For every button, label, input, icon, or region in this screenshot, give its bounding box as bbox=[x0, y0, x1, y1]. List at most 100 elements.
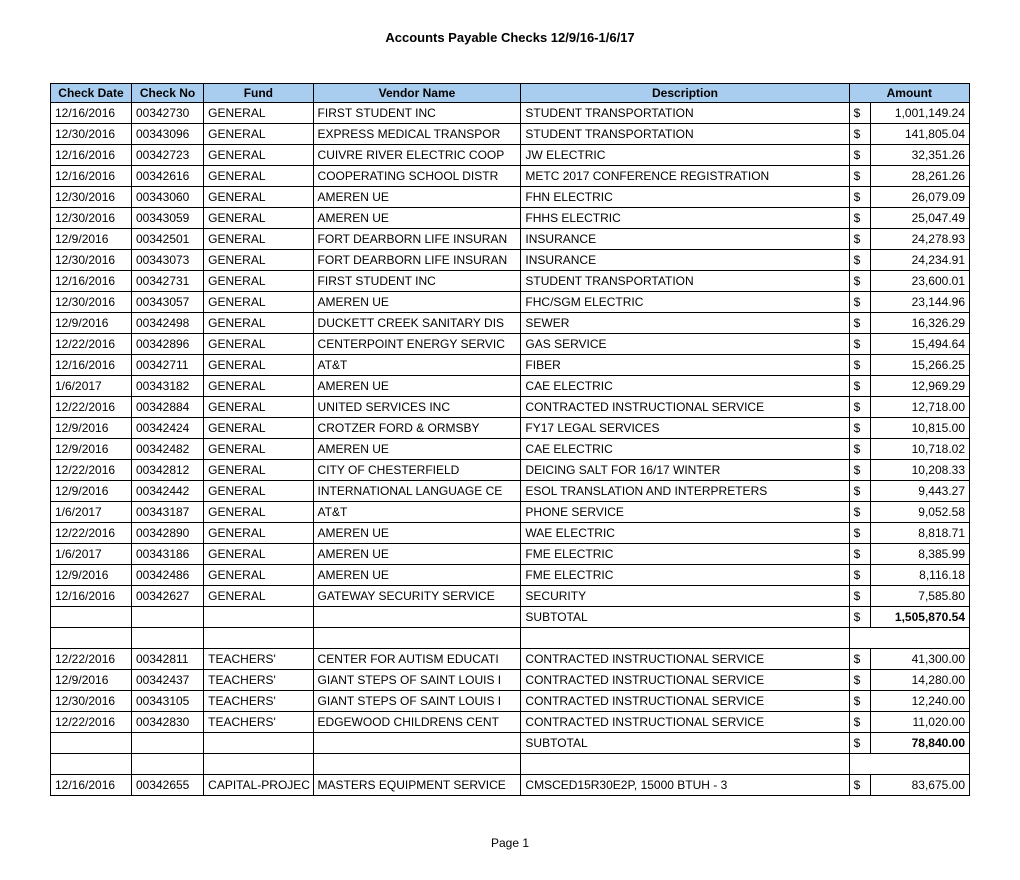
cell-check-date: 12/16/2016 bbox=[51, 166, 132, 187]
cell-currency: $ bbox=[849, 166, 871, 187]
cell-vendor-name: DUCKETT CREEK SANITARY DIS bbox=[313, 313, 521, 334]
cell-vendor-name: FIRST STUDENT INC bbox=[313, 103, 521, 124]
cell-currency: $ bbox=[849, 565, 871, 586]
cell-amount: 12,969.29 bbox=[871, 376, 970, 397]
cell-description: FY17 LEGAL SERVICES bbox=[521, 418, 849, 439]
cell-check-date: 12/9/2016 bbox=[51, 439, 132, 460]
cell-check-no: 00343073 bbox=[131, 250, 203, 271]
table-row: 12/30/201600343105TEACHERS'GIANT STEPS O… bbox=[51, 691, 970, 712]
blank-cell bbox=[131, 628, 203, 649]
cell-check-date: 12/9/2016 bbox=[51, 418, 132, 439]
cell-description: INSURANCE bbox=[521, 229, 849, 250]
cell-check-no: 00342442 bbox=[131, 481, 203, 502]
cell-check-date: 12/16/2016 bbox=[51, 271, 132, 292]
cell-vendor-name: CITY OF CHESTERFIELD bbox=[313, 460, 521, 481]
table-row: SUBTOTAL$78,840.00 bbox=[51, 733, 970, 754]
cell-check-no: 00343060 bbox=[131, 187, 203, 208]
table-row: 12/9/201600342486GENERALAMEREN UEFME ELE… bbox=[51, 565, 970, 586]
cell-check-date: 12/16/2016 bbox=[51, 775, 132, 796]
subtotal-empty-cell bbox=[51, 733, 132, 754]
col-fund: Fund bbox=[204, 84, 313, 103]
cell-fund: GENERAL bbox=[204, 271, 313, 292]
blank-cell bbox=[313, 628, 521, 649]
cell-amount: 1,001,149.24 bbox=[871, 103, 970, 124]
cell-currency: $ bbox=[849, 376, 871, 397]
cell-currency: $ bbox=[849, 586, 871, 607]
subtotal-empty-cell bbox=[51, 607, 132, 628]
cell-vendor-name: UNITED SERVICES INC bbox=[313, 397, 521, 418]
cell-vendor-name: AMEREN UE bbox=[313, 208, 521, 229]
cell-fund: GENERAL bbox=[204, 397, 313, 418]
table-row: 12/16/201600342627GENERALGATEWAY SECURIT… bbox=[51, 586, 970, 607]
cell-description: CONTRACTED INSTRUCTIONAL SERVICE bbox=[521, 712, 849, 733]
page-number: Page 1 bbox=[50, 836, 970, 850]
cell-description: DEICING SALT FOR 16/17 WINTER bbox=[521, 460, 849, 481]
cell-currency: $ bbox=[849, 712, 871, 733]
cell-check-date: 12/22/2016 bbox=[51, 334, 132, 355]
page-title: Accounts Payable Checks 12/9/16-1/6/17 bbox=[50, 30, 970, 45]
cell-amount: 8,818.71 bbox=[871, 523, 970, 544]
table-row bbox=[51, 628, 970, 649]
cell-currency: $ bbox=[849, 460, 871, 481]
table-row: 12/16/201600342655CAPITAL-PROJECMASTERS … bbox=[51, 775, 970, 796]
cell-currency: $ bbox=[849, 313, 871, 334]
table-row: 12/9/201600342442GENERALINTERNATIONAL LA… bbox=[51, 481, 970, 502]
cell-currency: $ bbox=[849, 691, 871, 712]
cell-check-date: 12/22/2016 bbox=[51, 523, 132, 544]
cell-check-no: 00342884 bbox=[131, 397, 203, 418]
blank-cell bbox=[204, 754, 313, 775]
cell-fund: GENERAL bbox=[204, 208, 313, 229]
cell-check-no: 00343105 bbox=[131, 691, 203, 712]
cell-description: CONTRACTED INSTRUCTIONAL SERVICE bbox=[521, 397, 849, 418]
table-row: 12/9/201600342501GENERALFORT DEARBORN LI… bbox=[51, 229, 970, 250]
table-row: 12/9/201600342424GENERALCROTZER FORD & O… bbox=[51, 418, 970, 439]
cell-check-no: 00342731 bbox=[131, 271, 203, 292]
cell-vendor-name: AMEREN UE bbox=[313, 187, 521, 208]
blank-cell bbox=[313, 754, 521, 775]
blank-cell bbox=[131, 754, 203, 775]
cell-description: FIBER bbox=[521, 355, 849, 376]
table-row: 1/6/201700343187GENERALAT&TPHONE SERVICE… bbox=[51, 502, 970, 523]
cell-amount: 14,280.00 bbox=[871, 670, 970, 691]
cell-fund: GENERAL bbox=[204, 502, 313, 523]
cell-check-date: 12/22/2016 bbox=[51, 649, 132, 670]
cell-check-no: 00342486 bbox=[131, 565, 203, 586]
table-row: 12/16/201600342730GENERALFIRST STUDENT I… bbox=[51, 103, 970, 124]
cell-amount: 9,443.27 bbox=[871, 481, 970, 502]
cell-description: CONTRACTED INSTRUCTIONAL SERVICE bbox=[521, 670, 849, 691]
cell-currency: $ bbox=[849, 250, 871, 271]
cell-amount: 10,208.33 bbox=[871, 460, 970, 481]
cell-description: SECURITY bbox=[521, 586, 849, 607]
cell-fund: GENERAL bbox=[204, 544, 313, 565]
blank-cell bbox=[521, 754, 849, 775]
subtotal-currency: $ bbox=[849, 733, 871, 754]
col-vendor-name: Vendor Name bbox=[313, 84, 521, 103]
cell-currency: $ bbox=[849, 670, 871, 691]
cell-description: GAS SERVICE bbox=[521, 334, 849, 355]
cell-check-date: 1/6/2017 bbox=[51, 376, 132, 397]
cell-check-no: 00342890 bbox=[131, 523, 203, 544]
blank-cell bbox=[849, 754, 969, 775]
cell-amount: 28,261.26 bbox=[871, 166, 970, 187]
cell-fund: GENERAL bbox=[204, 334, 313, 355]
cell-vendor-name: FORT DEARBORN LIFE INSURAN bbox=[313, 229, 521, 250]
cell-amount: 9,052.58 bbox=[871, 502, 970, 523]
cell-currency: $ bbox=[849, 145, 871, 166]
cell-description: FHHS ELECTRIC bbox=[521, 208, 849, 229]
cell-currency: $ bbox=[849, 481, 871, 502]
cell-fund: TEACHERS' bbox=[204, 691, 313, 712]
cell-fund: GENERAL bbox=[204, 439, 313, 460]
cell-check-date: 12/9/2016 bbox=[51, 313, 132, 334]
cell-amount: 83,675.00 bbox=[871, 775, 970, 796]
cell-currency: $ bbox=[849, 649, 871, 670]
table-header-row: Check Date Check No Fund Vendor Name Des… bbox=[51, 84, 970, 103]
cell-vendor-name: AMEREN UE bbox=[313, 544, 521, 565]
cell-description: SEWER bbox=[521, 313, 849, 334]
cell-fund: GENERAL bbox=[204, 187, 313, 208]
cell-check-date: 12/9/2016 bbox=[51, 229, 132, 250]
cell-check-date: 12/30/2016 bbox=[51, 208, 132, 229]
cell-vendor-name: AMEREN UE bbox=[313, 376, 521, 397]
cell-currency: $ bbox=[849, 418, 871, 439]
cell-check-date: 12/22/2016 bbox=[51, 712, 132, 733]
subtotal-currency: $ bbox=[849, 607, 871, 628]
